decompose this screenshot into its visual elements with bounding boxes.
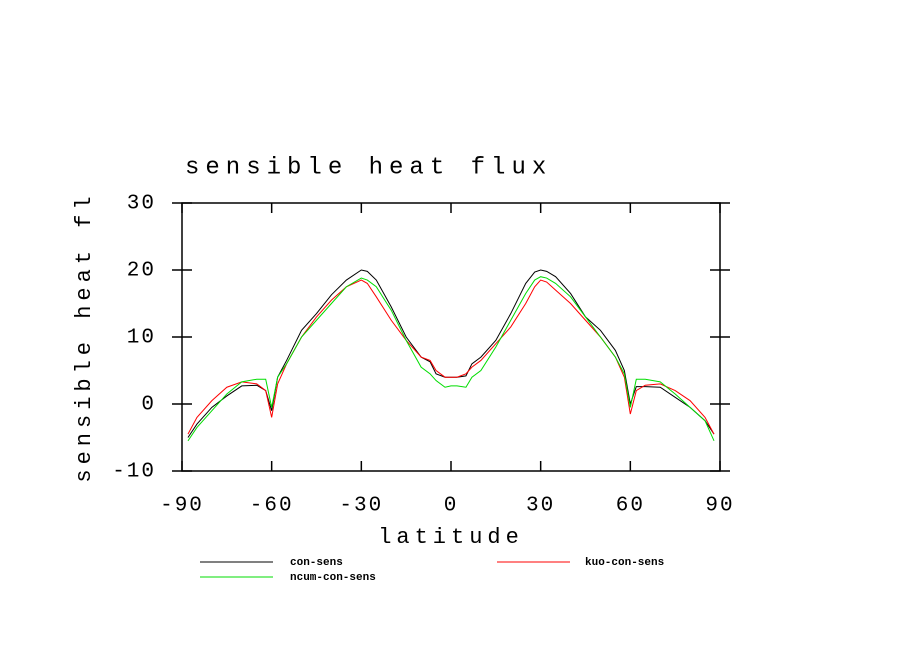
data-line <box>187 269 715 438</box>
x-tick-label: 0 <box>444 495 459 518</box>
plot-frame <box>181 202 721 472</box>
y-tick-label: 30 <box>127 193 156 216</box>
y-tick-label: 20 <box>127 260 156 283</box>
chart-title: sensible heat flux <box>185 154 552 181</box>
legend-label: ncum-con-sens <box>290 572 376 584</box>
y-tick-label: 10 <box>127 327 156 350</box>
data-line <box>187 276 715 442</box>
x-tick-label: 90 <box>705 495 734 518</box>
x-tick-label: 60 <box>616 495 645 518</box>
legend-label: kuo-con-sens <box>585 557 664 569</box>
x-tick-label: -60 <box>250 495 294 518</box>
x-axis-label: latitude <box>378 525 524 550</box>
x-tick-label: -90 <box>160 495 204 518</box>
y-tick-label: 0 <box>141 394 156 417</box>
x-tick-label: -30 <box>339 495 383 518</box>
y-tick-label: -10 <box>112 461 156 484</box>
x-tick-label: 30 <box>526 495 555 518</box>
legend-label: con-sens <box>290 557 343 569</box>
data-line <box>187 279 715 435</box>
y-axis-label: sensible heat fl <box>72 191 97 482</box>
